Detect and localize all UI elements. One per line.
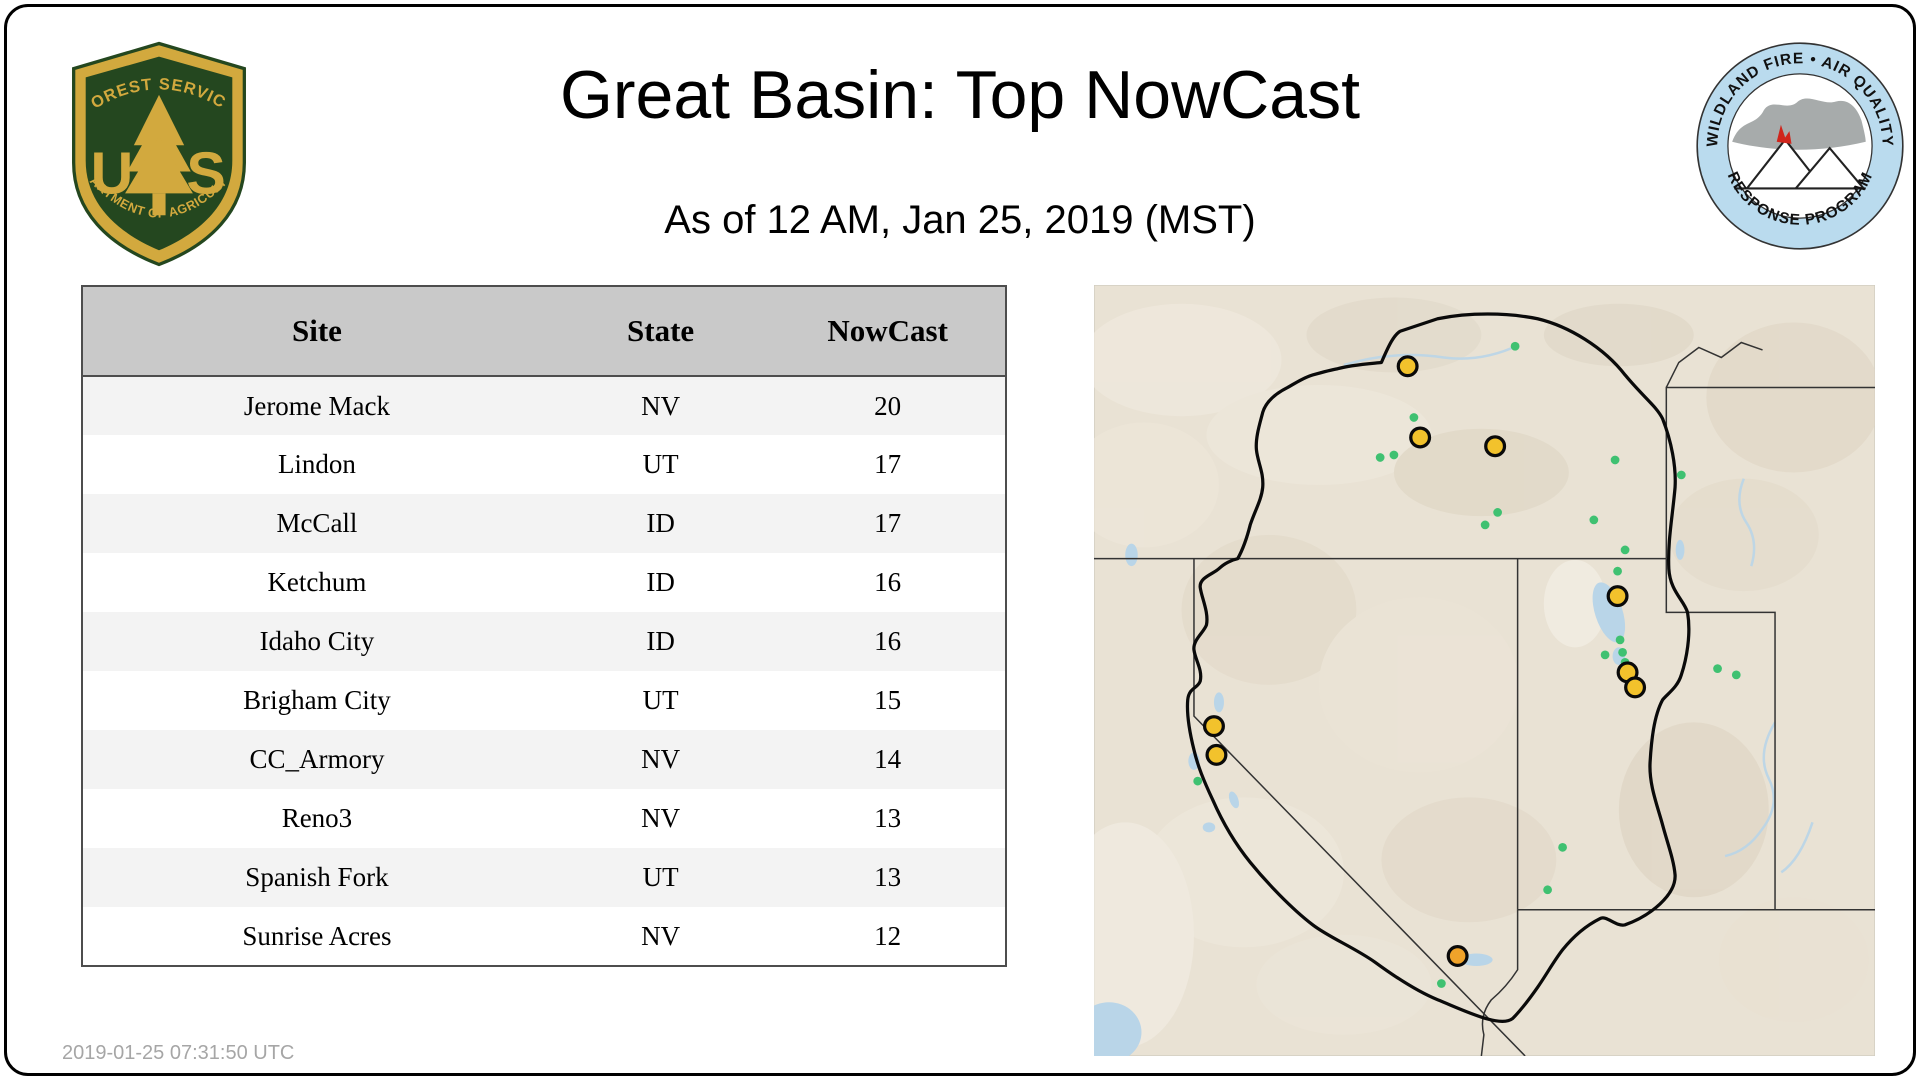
nowcast-cell: 13 [874, 803, 902, 833]
table-row: CC_Armory NV 14 [82, 730, 1006, 789]
great-basin-boundary [1185, 312, 1691, 1023]
site-dots-layer [1193, 341, 1741, 988]
table-row: Jerome Mack NV 20 [82, 376, 1006, 435]
site-cell: Sunrise Acres [242, 920, 392, 951]
site-cell: Jerome Mack [243, 390, 391, 421]
state-cell: ID [646, 626, 675, 656]
monitor-site-dot [1713, 664, 1722, 673]
top-site-marker [1409, 426, 1432, 449]
site-cell: Lindon [277, 449, 356, 479]
site-cell: Reno3 [281, 803, 353, 833]
smoke-plume-icon [1732, 98, 1866, 150]
table-header-row: Site State NowCast [82, 286, 1006, 377]
water-bodies [1094, 343, 1814, 1056]
table-row: Idaho City ID 16 [82, 612, 1006, 671]
monitor-site-dot [1543, 885, 1552, 895]
table-row: McCall ID 17 [82, 494, 1006, 553]
monitor-site-dot [1618, 648, 1627, 657]
column-header-state: State [550, 286, 771, 377]
state-cell: UT [642, 685, 679, 715]
table-row: Ketchum ID 16 [82, 553, 1006, 612]
state-cell: NV [641, 920, 681, 951]
table-row: Spanish Fork UT 13 [82, 848, 1006, 907]
top-site-marker [1624, 676, 1647, 699]
shield-letter-s: S [186, 140, 225, 206]
site-cell: Brigham City [243, 685, 391, 715]
top-site-marker [1205, 743, 1228, 766]
site-cell: McCall [276, 508, 358, 538]
monitor-site-dot [1558, 842, 1567, 852]
state-cell: NV [641, 744, 681, 774]
monitor-site-dot [1610, 455, 1620, 465]
state-cell: NV [641, 390, 681, 421]
top-site-marker [1484, 435, 1507, 458]
nowcast-table: Site State NowCast Jerome Mack NV 20 Lindon… [81, 285, 1007, 967]
monitor-site-dot [1510, 341, 1520, 351]
table-row: Sunrise Acres NV 12 [82, 907, 1006, 966]
top-sites-layer [1202, 355, 1647, 968]
nowcast-cell: 17 [874, 449, 902, 479]
shield-letter-u: U [91, 140, 134, 206]
top-site-marker [1202, 715, 1225, 738]
table-row: Brigham City UT 15 [82, 671, 1006, 730]
table-row: Reno3 NV 13 [82, 789, 1006, 848]
monitor-site-dot [1615, 635, 1625, 645]
nowcast-table-body: Jerome Mack NV 20 Lindon UT 17 McCall ID 17 Ketch… [82, 376, 1006, 966]
great-basin-map [1094, 285, 1875, 1056]
page-title: Great Basin: Top NowCast [560, 57, 1360, 133]
nowcast-cell: 20 [874, 390, 902, 421]
monitor-site-dot [1589, 515, 1599, 525]
state-cell: UT [642, 449, 679, 479]
monitor-site-dot [1409, 413, 1419, 422]
monitor-site-dot [1375, 453, 1385, 462]
nowcast-cell: 13 [874, 862, 902, 892]
monitor-site-dot [1493, 508, 1502, 517]
terrain-shading [1094, 297, 1875, 1048]
nowcast-cell: 12 [874, 920, 902, 951]
monitor-site-dot [1600, 650, 1610, 660]
pine-tree-icon [125, 94, 193, 216]
monitor-site-dot [1437, 979, 1446, 988]
column-header-nowcast: NowCast [770, 286, 1006, 377]
site-cell: Idaho City [259, 626, 375, 656]
column-header-site: Site [82, 286, 551, 377]
forest-service-logo: FOREST SERVICE U S DEPARTMENT OF AGRICUL… [60, 26, 252, 273]
site-cell: CC_Armory [249, 744, 385, 774]
top-site-marker [1396, 355, 1419, 378]
state-cell: UT [642, 862, 679, 892]
nowcast-cell: 15 [874, 685, 902, 715]
monitor-site-dot [1620, 545, 1630, 555]
table-row: Lindon UT 17 [82, 435, 1006, 494]
monitor-site-dot [1731, 670, 1741, 680]
nowcast-cell: 17 [874, 508, 902, 538]
air-quality-program-logo: WILDLAND FIRE • AIR QUALITY RESPONSE PRO… [1694, 40, 1906, 257]
site-cell: Ketchum [267, 567, 367, 597]
top-site-marker [1446, 945, 1469, 968]
site-cell: Spanish Fork [245, 862, 389, 892]
monitor-site-dot [1613, 566, 1622, 576]
top-site-marker [1606, 585, 1629, 608]
mountains-icon [1734, 137, 1866, 190]
generation-timestamp: 2019-01-25 07:31:50 UTC [62, 1042, 295, 1064]
state-cell: ID [646, 508, 675, 538]
flame-icon [1776, 124, 1792, 144]
monitor-site-dot [1193, 776, 1203, 786]
nowcast-cell: 16 [874, 626, 902, 656]
state-cell: NV [641, 803, 681, 833]
monitor-site-dot [1676, 470, 1686, 480]
monitor-site-dot [1480, 520, 1490, 530]
state-borders [1094, 341, 1875, 1056]
state-cell: ID [646, 567, 675, 597]
monitor-site-dot [1389, 450, 1399, 460]
nowcast-cell: 16 [874, 567, 902, 597]
nowcast-cell: 14 [874, 744, 902, 774]
page-subtitle: As of 12 AM, Jan 25, 2019 (MST) [664, 198, 1256, 242]
